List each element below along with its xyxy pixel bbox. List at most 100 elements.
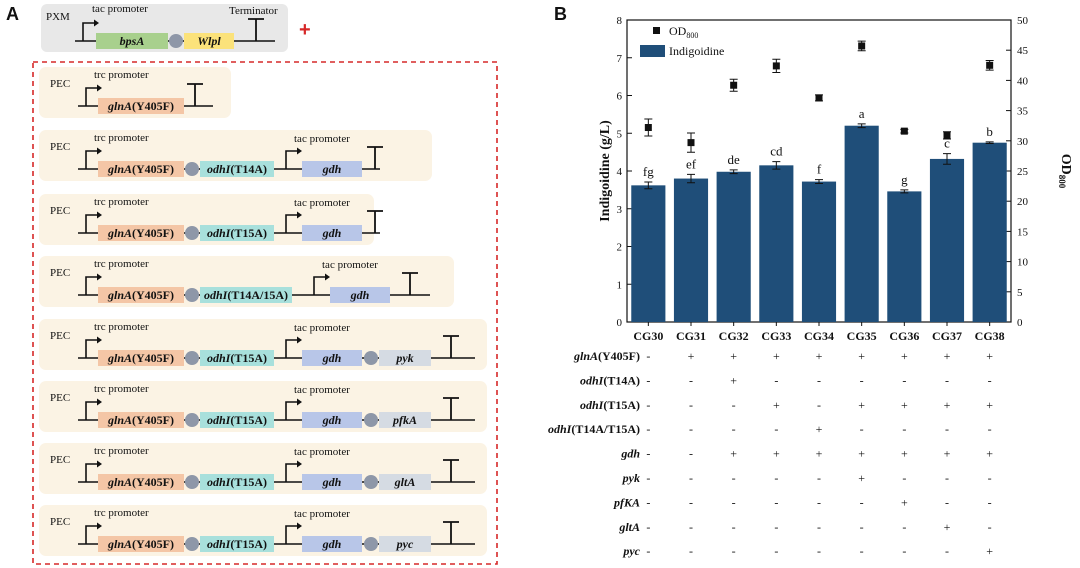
table-cell: +	[730, 447, 737, 461]
construct-name: PEC	[50, 392, 70, 404]
construct-name: PEC	[50, 78, 70, 90]
legend-indigoidine-swatch	[640, 45, 665, 57]
promoter-label: trc promoter	[94, 445, 149, 457]
y-left-tick-label: 2	[617, 242, 623, 254]
table-cell: -	[732, 398, 736, 412]
od-point	[772, 62, 780, 70]
rbs-icon	[364, 475, 378, 489]
legend-od-label: OD800	[669, 24, 698, 40]
promoter-label: trc promoter	[94, 69, 149, 81]
category-label: CG37	[932, 329, 962, 343]
construct-name: PEC	[50, 516, 70, 528]
table-cell: -	[646, 422, 650, 436]
table-cell: -	[689, 544, 693, 558]
extra-gene-label: pyc	[396, 537, 414, 551]
odhI-gene-block	[200, 225, 274, 241]
significance-label: f	[817, 162, 822, 177]
Wlpl-gene-label: Wlpl	[197, 34, 221, 48]
rbs-icon	[185, 351, 199, 365]
indigoidine-bar	[759, 165, 794, 322]
odhI-gene-label: odhI(T14A/15A)	[204, 288, 288, 302]
od-point	[900, 127, 908, 135]
glnA-gene-block	[98, 287, 184, 303]
y-right-tick-label: 20	[1017, 196, 1029, 208]
table-cell: +	[944, 447, 951, 461]
table-cell: -	[902, 520, 906, 534]
table-row-label: odhI(T14A/T15A)	[548, 422, 640, 436]
table-cell: +	[901, 349, 908, 363]
table-cell: +	[986, 447, 993, 461]
odhI-gene-block	[200, 474, 274, 490]
gdh-gene-block	[302, 225, 362, 241]
glnA-gene-block	[98, 474, 184, 490]
category-label: CG38	[975, 329, 1005, 343]
od-point	[815, 94, 823, 102]
od-point	[858, 42, 866, 50]
construct-name: PEC	[50, 267, 70, 279]
category-label: CG36	[889, 329, 919, 343]
table-cell: +	[858, 398, 865, 412]
glnA-gene-block	[98, 98, 184, 114]
pxm-terminator-label: Terminator	[229, 5, 278, 17]
promoter-label: trc promoter	[94, 321, 149, 333]
legend-od-marker	[653, 27, 660, 34]
table-cell: +	[901, 447, 908, 461]
table-cell: -	[689, 520, 693, 534]
category-label: CG33	[761, 329, 791, 343]
category-label: CG30	[633, 329, 663, 343]
table-cell: -	[646, 495, 650, 509]
y-right-tick-label: 10	[1017, 257, 1029, 269]
y-left-tick-label: 3	[617, 204, 623, 216]
table-row-label: gltA	[618, 520, 640, 534]
odhI-gene-block	[200, 350, 274, 366]
pxm-promoter-label: tac promoter	[92, 3, 148, 15]
odhI-gene-label: odhI(T15A)	[207, 351, 267, 365]
pxm-name: PXM	[46, 11, 70, 23]
y-left-tick-label: 6	[617, 91, 623, 103]
y-right-tick-label: 45	[1017, 45, 1029, 57]
right-axis: 0 5 10 15 20 25 30 35 40 45 50	[1006, 15, 1029, 329]
table-cell: +	[944, 520, 951, 534]
rbs-icon	[185, 475, 199, 489]
y-left-tick-label: 0	[617, 317, 623, 329]
indigoidine-bar	[801, 181, 837, 322]
rbs-icon	[169, 34, 183, 48]
genotype-table: glnA(Y405F) - + + + + + + + +odhI(T14A) - - + - - - - - -o…	[548, 349, 993, 558]
significance-label: ef	[686, 156, 697, 171]
table-cell: -	[732, 544, 736, 558]
gdh-gene-block	[302, 161, 362, 177]
y-left-tick-label: 4	[617, 166, 623, 178]
table-cell: +	[773, 447, 780, 461]
pec-construct-row: PEC trc promoter glnA(Y405F) odhI(T15A) tac …	[39, 319, 487, 370]
category-label: CG35	[847, 329, 877, 343]
table-cell: -	[988, 520, 992, 534]
pec-construct-row: PEC trc promoter glnA(Y405F) odhI(T15A) tac …	[39, 443, 487, 494]
table-row-label: odhI(T15A)	[580, 398, 640, 412]
y-right-tick-label: 35	[1017, 106, 1029, 118]
rbs-icon	[364, 537, 378, 551]
table-cell: -	[774, 495, 778, 509]
odhI-gene-block	[200, 536, 274, 552]
table-cell: +	[773, 349, 780, 363]
table-cell: -	[646, 471, 650, 485]
promoter-label: trc promoter	[94, 132, 149, 144]
table-cell: -	[902, 373, 906, 387]
promoter-label: trc promoter	[94, 196, 149, 208]
significance-label: g	[901, 172, 908, 187]
significance-label: de	[728, 152, 741, 167]
indigoidine-error-bar	[900, 189, 909, 194]
gdh-gene-block	[302, 474, 362, 490]
panel-a: A PXM tac promoter Terminator bpsA Wlpl …	[6, 3, 498, 565]
category-label: CG31	[676, 329, 706, 343]
table-cell: +	[986, 398, 993, 412]
table-cell: -	[860, 422, 864, 436]
indigoidine-bar	[631, 185, 666, 322]
y-axis-left-title: Indigoidine (g/L)	[598, 120, 613, 222]
pec-dashed-box	[32, 61, 498, 565]
bar-series: fg ef de cd f a g c b	[631, 106, 1007, 322]
promoter-label: trc promoter	[94, 507, 149, 519]
rbs-icon	[185, 226, 199, 240]
pec-construct-row: PEC trc promoter glnA(Y405F) odhI(T15A) tac …	[39, 505, 487, 556]
gdh-gene-label: gdh	[322, 413, 342, 427]
